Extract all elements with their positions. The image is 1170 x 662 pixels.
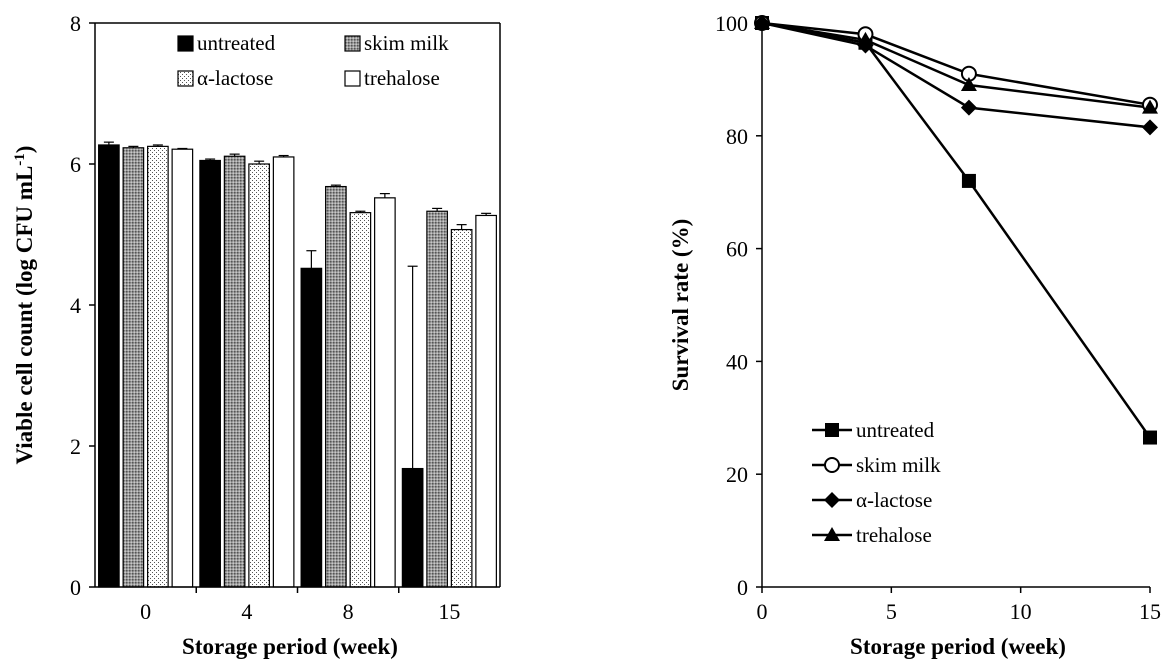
line-x-tick-label: 5 — [886, 599, 897, 624]
line-chart: 0 20 40 60 80 100 0 5 10 15 Storage period (week… — [668, 11, 1161, 659]
bar-lactose — [451, 230, 472, 587]
bar-lactose — [249, 164, 270, 587]
legend-label: α-lactose — [197, 66, 273, 90]
legend-marker — [824, 492, 840, 508]
bar-trehalose — [273, 157, 294, 587]
legend-label: trehalose — [364, 66, 440, 90]
legend-marker — [825, 423, 839, 437]
line-y-tick-label: 80 — [726, 124, 748, 149]
line-y-axis-title: Survival rate (%) — [668, 219, 693, 391]
bar-x-tick-label: 4 — [241, 599, 252, 624]
bar-y-axis-title-close: ) — [12, 146, 37, 154]
bar-x-tick-label: 0 — [140, 599, 151, 624]
bar-skimmilk — [123, 148, 144, 587]
data-point-lactose — [961, 100, 977, 116]
series-line-lactose — [762, 23, 1150, 127]
bar-y-tick-label: 8 — [70, 11, 81, 36]
bar-chart: 0 2 4 6 8 0 4 8 15 Storage period (week) Viable… — [12, 11, 500, 659]
legend-swatch — [178, 71, 193, 86]
bar-trehalose — [375, 198, 396, 587]
bar-y-axis-title: Viable cell count (log CFU mL-1) — [12, 146, 37, 465]
bar-x-tick-label: 8 — [343, 599, 354, 624]
bar-trehalose — [476, 215, 497, 587]
line-x-tick-label: 10 — [1010, 599, 1032, 624]
bar-plot-area — [99, 142, 497, 587]
bar-y-tick-label: 2 — [70, 434, 81, 459]
data-point-untreated — [962, 174, 976, 188]
legend-label: trehalose — [856, 523, 932, 547]
line-y-tick-label: 40 — [726, 349, 748, 374]
bar-lactose — [350, 213, 371, 587]
bar-y-tick-label: 6 — [70, 152, 81, 177]
legend-swatch — [345, 36, 360, 51]
data-point-lactose — [1142, 119, 1158, 135]
bar-y-axis-title-main: Viable cell count (log CFU mL — [12, 166, 37, 465]
bar-y-tick-label: 0 — [70, 575, 81, 600]
bar-skimmilk — [427, 211, 448, 587]
line-legend: untreated skim milk α-lactose trehalose — [812, 418, 941, 547]
bar-legend: untreated skim milk α-lactose trehalose — [178, 31, 449, 90]
bar-x-ticks: 0 4 8 15 — [140, 587, 460, 624]
legend-swatch — [345, 71, 360, 86]
bar-y-tick-label: 4 — [70, 293, 81, 318]
bar-trehalose — [172, 149, 193, 587]
line-y-tick-label: 0 — [737, 575, 748, 600]
line-y-tick-label: 60 — [726, 237, 748, 262]
bar-lactose — [148, 146, 169, 587]
legend-label: skim milk — [364, 31, 449, 55]
bar-skimmilk — [326, 187, 347, 587]
bar-untreated — [200, 160, 221, 587]
bar-skimmilk — [224, 156, 245, 587]
line-x-tick-label: 15 — [1139, 599, 1161, 624]
line-x-tick-label: 0 — [757, 599, 768, 624]
bar-x-tick-label: 15 — [438, 599, 460, 624]
legend-swatch — [178, 36, 193, 51]
bar-untreated — [402, 469, 423, 587]
line-x-ticks: 0 5 10 15 — [757, 587, 1162, 624]
line-y-tick-label: 100 — [715, 11, 748, 36]
legend-label: α-lactose — [856, 488, 932, 512]
series-line-untreated — [762, 23, 1150, 438]
line-plot-area — [754, 15, 1158, 445]
bar-untreated — [99, 145, 120, 587]
bar-y-axis-title-superscript: -1 — [12, 153, 28, 166]
legend-label: untreated — [856, 418, 935, 442]
legend-marker — [825, 458, 839, 472]
line-x-axis-title: Storage period (week) — [850, 634, 1066, 659]
legend-label: skim milk — [856, 453, 941, 477]
bar-y-ticks: 0 2 4 6 8 — [70, 11, 95, 600]
line-y-ticks: 0 20 40 60 80 100 — [715, 11, 762, 600]
data-point-untreated — [1143, 431, 1157, 445]
bar-x-axis-title: Storage period (week) — [182, 634, 398, 659]
bar-untreated — [301, 268, 322, 587]
line-y-tick-label: 20 — [726, 462, 748, 487]
legend-label: untreated — [197, 31, 276, 55]
